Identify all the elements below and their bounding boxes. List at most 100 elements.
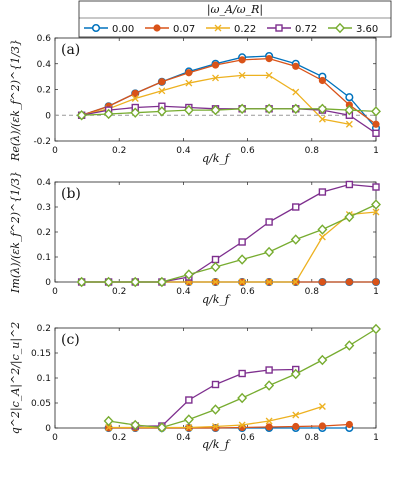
x-tick-label: 0.8: [305, 433, 320, 443]
y-tick-label: 0: [45, 424, 51, 434]
y-tick-label: 0.1: [37, 253, 51, 263]
y-tick-label: 0: [45, 278, 51, 288]
data-point: [185, 69, 193, 77]
x-axis-label: q/k_f: [202, 293, 231, 306]
x-tick-label: 0.8: [305, 287, 320, 297]
data-point: [371, 106, 381, 117]
panel-label: (a): [61, 42, 80, 58]
series-line: [81, 105, 377, 134]
x-tick-label: 0.6: [240, 433, 255, 443]
y-axis-label: Im(λ)/(εk_f^2)^{1/3}: [9, 171, 22, 294]
series-1: [78, 55, 380, 128]
x-tick-label: 0.4: [176, 433, 191, 443]
data-point: [345, 420, 353, 429]
data-point: [76, 276, 87, 288]
data-point: [264, 246, 275, 258]
data-point: [371, 323, 381, 335]
data-point: [371, 199, 381, 210]
data-point: [318, 115, 326, 123]
data-point: [158, 78, 166, 86]
series-3: [77, 102, 380, 137]
data-point: [318, 403, 326, 410]
data-point: [211, 255, 220, 264]
data-point: [158, 87, 166, 95]
data-point: [372, 183, 380, 191]
data-point: [318, 76, 326, 85]
x-tick-label: 1: [373, 433, 379, 443]
panel-label: (b): [61, 186, 81, 202]
data-point: [345, 120, 353, 128]
y-tick-label: -0.2: [33, 137, 51, 147]
legend-marker-3: [275, 24, 283, 32]
data-point: [265, 278, 273, 286]
y-tick-label: 0.15: [31, 349, 51, 359]
legend-label-4: 3.60: [356, 24, 378, 35]
data-point: [183, 104, 194, 116]
data-point: [317, 354, 328, 366]
series-line: [81, 203, 377, 283]
legend-marker-0: [91, 23, 101, 33]
panel-b: 0 0.2 0.4 0.6 0.8 1 0 0.1 0.2 0.3 0.4 (b) Im(λ)/(εk_…: [9, 171, 381, 306]
panel-c: 0 0.2 0.4 0.6 0.8 1 0 0.05 0.1 0.15 0.2 (c) q^2|c_A|…: [9, 322, 381, 451]
legend-entry-4: 3.60: [328, 22, 378, 35]
panel-a: 0 0.2 0.4 0.6 0.8 1-0.200.20.40.6(a)Re(λ)/(εk…: [9, 34, 381, 165]
data-point: [344, 211, 355, 223]
data-point: [237, 103, 248, 115]
data-point: [238, 369, 246, 378]
data-point: [318, 278, 326, 286]
legend-marker-4: [335, 22, 345, 34]
data-point: [292, 278, 300, 286]
data-point: [318, 422, 326, 430]
series-line: [135, 368, 296, 427]
data-point: [317, 224, 328, 235]
series-line: [81, 183, 377, 283]
data-point: [372, 120, 380, 128]
x-tick-label: 1: [373, 146, 379, 156]
y-axis-label: q^2|c_A|^2/|c_u|^2: [9, 322, 23, 435]
legend-entry-2: 0.22: [206, 24, 256, 35]
data-point: [290, 234, 301, 245]
y-tick-label: 0.1: [37, 374, 51, 384]
data-point: [290, 103, 301, 115]
data-point: [372, 129, 380, 137]
data-point: [103, 276, 114, 288]
data-point: [344, 104, 355, 116]
data-point: [372, 208, 380, 216]
data-point: [156, 422, 167, 433]
data-point: [131, 95, 139, 102]
x-axis-label: q/k_f: [202, 152, 231, 165]
data-point: [211, 380, 220, 389]
data-point: [185, 79, 193, 87]
data-point: [238, 421, 246, 429]
data-point: [238, 56, 246, 64]
data-point: [292, 62, 300, 70]
legend: |ω_A/ω_R| 0.00 0.07 0.22 0.72 3.60: [78, 0, 392, 38]
data-point: [345, 180, 354, 189]
data-point: [238, 71, 246, 79]
y-tick-label: 0.2: [37, 86, 51, 96]
x-tick-label: 0.4: [176, 287, 191, 297]
y-tick-label: 0: [45, 111, 51, 121]
y-tick-label: 0.3: [37, 203, 51, 213]
data-point: [76, 110, 87, 121]
x-tick-label: 0: [52, 433, 58, 443]
data-point: [264, 103, 275, 115]
legend-label-2: 0.22: [234, 24, 256, 35]
legend-label-0: 0.00: [112, 24, 134, 35]
data-point: [211, 61, 220, 69]
legend-entry-0: 0.00: [84, 23, 134, 35]
data-point: [265, 417, 273, 425]
data-point: [265, 218, 273, 226]
series-line: [81, 211, 377, 283]
x-tick-label: 0: [52, 287, 58, 297]
y-tick-label: 0.4: [37, 60, 52, 70]
data-point: [212, 74, 219, 82]
data-point: [290, 368, 301, 380]
data-point: [345, 93, 354, 102]
x-tick-label: 0.6: [240, 146, 255, 156]
data-point: [183, 269, 194, 280]
data-point: [105, 424, 113, 431]
data-point: [156, 106, 167, 117]
axes-box: [54, 37, 377, 142]
data-point: [210, 104, 221, 116]
